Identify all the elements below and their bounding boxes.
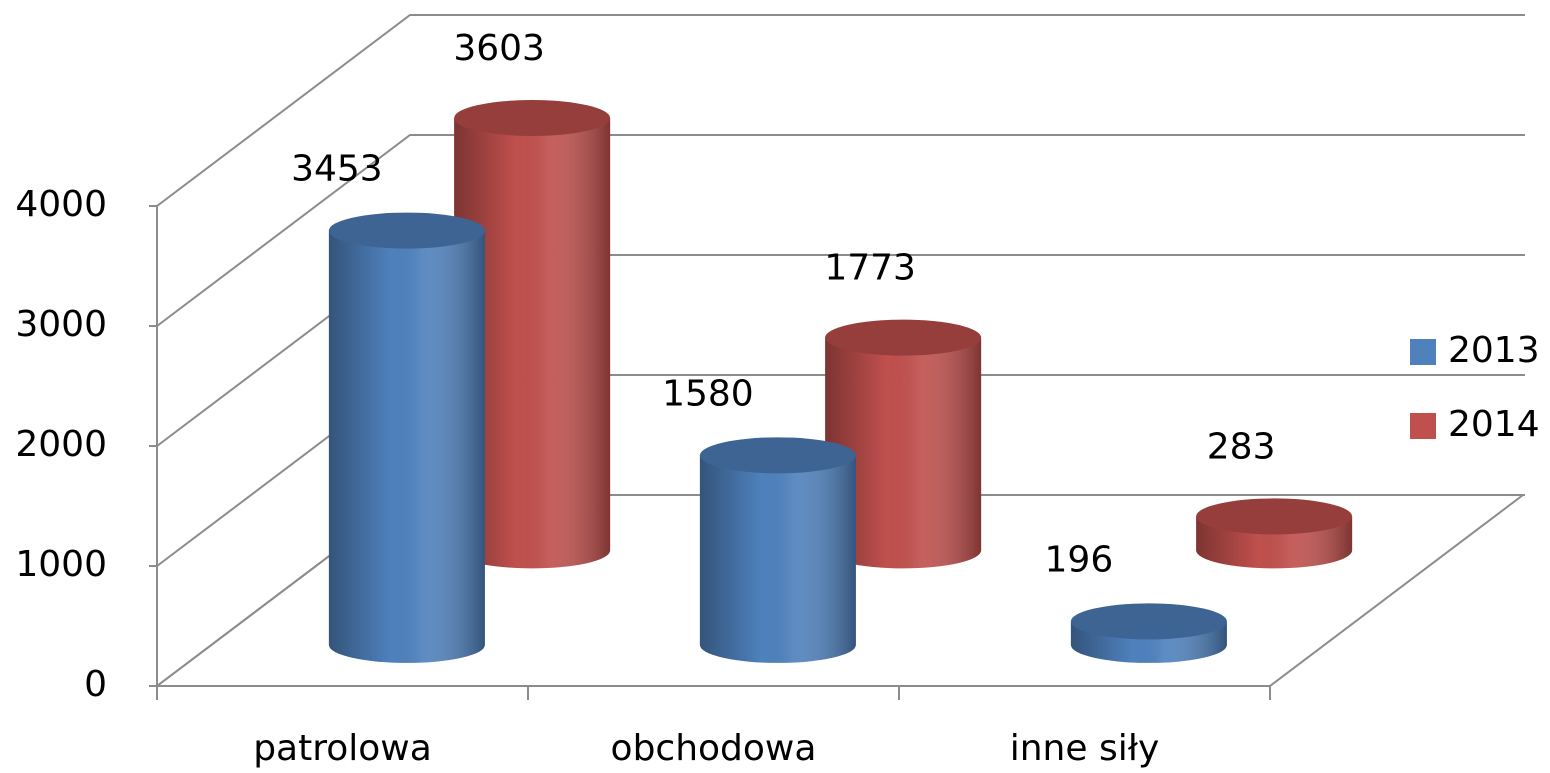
data-label: 283 [1207,426,1276,467]
legend-swatch [1410,339,1436,365]
legend-swatch [1410,413,1436,439]
cylinder-top [328,212,485,249]
cylinder [699,437,856,663]
x-tick-label: patrolowa [253,728,432,769]
cylinder-top [825,319,982,356]
cylinder-top-shade [1196,498,1353,535]
legend-label: 2014 [1448,404,1540,445]
cylinder-top [699,437,856,474]
x-tick-label: obchodowa [611,728,817,769]
grid-line [156,134,1525,327]
data-label: 3453 [291,149,383,190]
data-label: 196 [1045,539,1114,580]
y-tick-label: 4000 [15,184,107,225]
cylinder [328,212,485,663]
cylinder [1070,603,1227,663]
legend-label: 2013 [1448,330,1540,371]
cylinder-top [1196,498,1353,535]
cylinder-top-shade [1070,603,1227,640]
cylinder-top [454,100,611,137]
cylinder-top-shade [699,437,856,474]
y-tick-label: 3000 [15,304,107,345]
cylinder-shade [825,337,982,569]
data-label: 1580 [662,373,754,414]
data-label: 3603 [453,28,545,69]
cylinder [454,100,611,569]
cylinder-top-shade [825,319,982,356]
cylinder-top-shade [328,212,485,249]
cylinder [1196,498,1353,569]
y-tick-label: 2000 [15,424,107,465]
grid-line [156,14,1525,207]
cylinder-top [1070,603,1227,640]
cylinder [825,319,982,569]
data-label: 1773 [824,248,916,289]
cylinder-shade [328,230,485,663]
cylinder-shade [454,118,611,569]
cylinder-shade [699,455,856,663]
y-tick-label: 1000 [15,544,107,585]
cylinder-top-shade [454,100,611,137]
x-tick-label: inne siły [1010,728,1160,769]
y-tick-label: 0 [84,664,107,705]
